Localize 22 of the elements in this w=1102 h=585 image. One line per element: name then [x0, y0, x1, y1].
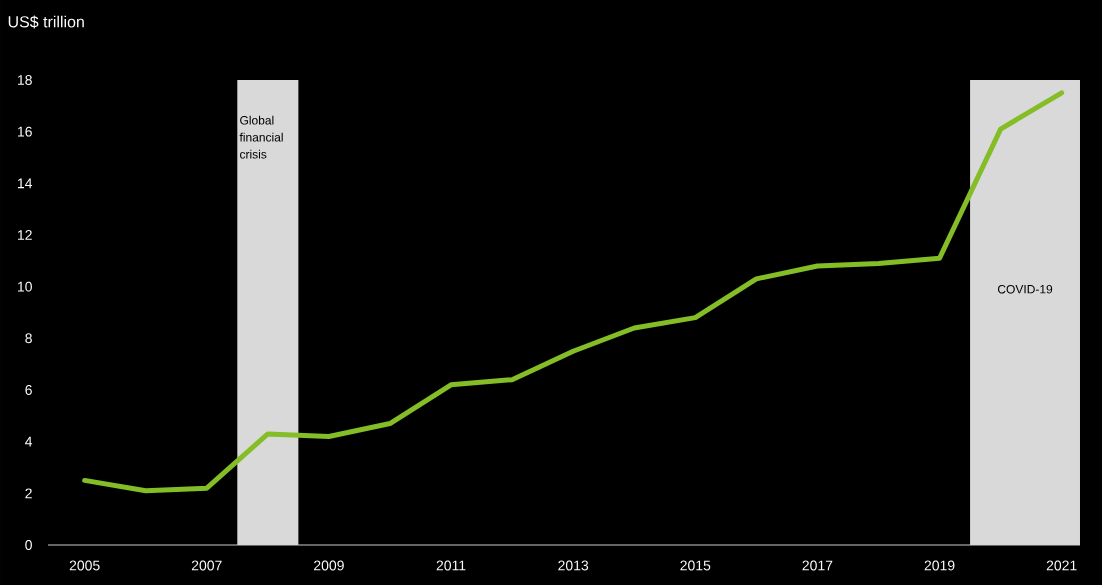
- y-tick-label: 16: [17, 126, 32, 137]
- y-tick-label: 10: [17, 281, 32, 292]
- x-tick-label: 2019: [924, 560, 955, 571]
- y-axis-title: US$ trillion: [8, 15, 84, 29]
- y-tick-label: 18: [17, 75, 32, 85]
- band-label: COVID-19: [997, 284, 1053, 294]
- x-tick-label: 2007: [191, 560, 222, 571]
- band-label: Global financial crisis: [239, 115, 283, 159]
- x-tick-label: 2005: [69, 560, 100, 571]
- y-tick-label: 12: [17, 230, 32, 240]
- x-tick-label: 2021: [1046, 560, 1077, 571]
- y-tick-label: 0: [25, 540, 32, 550]
- y-tick-label: 4: [25, 436, 33, 447]
- y-tick-label: 2: [25, 488, 32, 499]
- y-tick-label: 14: [17, 178, 33, 189]
- y-tick-label: 8: [25, 333, 32, 344]
- x-tick-label: 2011: [436, 560, 466, 571]
- x-tick-label: 2015: [680, 560, 711, 571]
- x-tick-label: 2009: [314, 560, 344, 571]
- x-tick-label: 2013: [558, 560, 589, 571]
- x-tick-label: 2017: [802, 560, 833, 571]
- y-tick-label: 6: [25, 385, 32, 395]
